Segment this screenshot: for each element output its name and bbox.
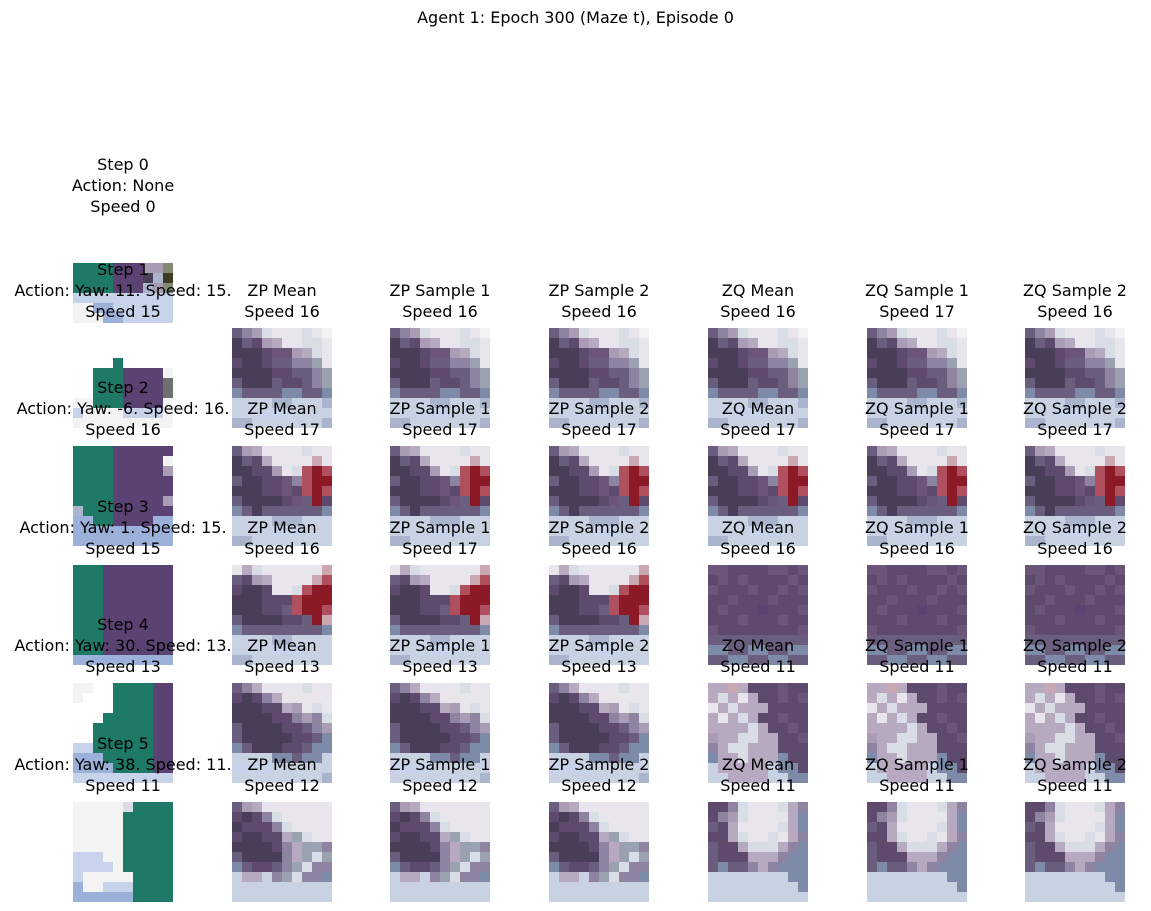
predicted-frame — [708, 328, 808, 428]
predicted-frame — [867, 328, 967, 428]
predicted-frame — [1025, 446, 1125, 546]
predicted-frame — [549, 565, 649, 665]
observation-frame — [73, 223, 173, 323]
predicted-frame — [708, 802, 808, 902]
observation-frame — [73, 446, 173, 546]
step-title-line: Action: None — [71, 176, 175, 195]
predicted-frame — [708, 683, 808, 783]
predicted-frame — [390, 683, 490, 783]
prediction-title: ZP Mean Speed 16 — [244, 280, 320, 322]
predicted-frame — [1025, 328, 1125, 428]
predicted-frame — [390, 446, 490, 546]
observation-frame — [73, 802, 173, 902]
predicted-frame — [549, 328, 649, 428]
prediction-title-line: Speed 16 — [402, 302, 478, 321]
step-title-line: Step 0 — [97, 155, 149, 174]
predicted-frame — [867, 446, 967, 546]
prediction-title: ZP Sample 2 Speed 16 — [549, 280, 650, 322]
prediction-title: ZQ Sample 2 Speed 16 — [1023, 280, 1127, 322]
step-title-line: Speed 0 — [90, 197, 156, 216]
observation-frame — [73, 565, 173, 665]
predicted-frame — [549, 446, 649, 546]
predicted-frame — [1025, 565, 1125, 665]
figure-title: Agent 1: Epoch 300 (Maze t), Episode 0 — [417, 8, 734, 27]
prediction-title-line: ZQ Sample 2 — [1023, 281, 1127, 300]
prediction-title: ZP Sample 1 Speed 16 — [390, 280, 491, 322]
predicted-frame — [232, 683, 332, 783]
prediction-title: ZQ Mean Speed 16 — [720, 280, 796, 322]
prediction-title-line: ZQ Mean — [721, 281, 795, 300]
prediction-title-line: Speed 16 — [1037, 302, 1113, 321]
observation-frame — [73, 683, 173, 783]
prediction-title-line: Speed 16 — [561, 302, 637, 321]
predicted-frame — [549, 802, 649, 902]
predicted-frame — [867, 565, 967, 665]
predicted-frame — [390, 565, 490, 665]
predicted-frame — [708, 565, 808, 665]
predicted-frame — [232, 565, 332, 665]
prediction-title-line: ZP Mean — [247, 281, 317, 300]
prediction-title: ZQ Sample 1 Speed 17 — [865, 280, 969, 322]
predicted-frame — [232, 802, 332, 902]
predicted-frame — [232, 446, 332, 546]
predicted-frame — [708, 446, 808, 546]
prediction-title-line: ZP Sample 2 — [548, 281, 650, 300]
prediction-title-line: ZP Sample 1 — [389, 281, 491, 300]
predicted-frame — [867, 802, 967, 902]
predicted-frame — [1025, 683, 1125, 783]
prediction-title-line: Speed 16 — [720, 302, 796, 321]
step-title: Step 0 Action: None Speed 0 — [72, 154, 174, 217]
predicted-frame — [390, 802, 490, 902]
observation-frame — [73, 328, 173, 428]
prediction-title-line: Speed 17 — [879, 302, 955, 321]
prediction-title-line: ZQ Sample 1 — [865, 281, 969, 300]
predicted-frame — [867, 683, 967, 783]
predicted-frame — [390, 328, 490, 428]
predicted-frame — [232, 328, 332, 428]
prediction-title-line: Speed 16 — [244, 302, 320, 321]
predicted-frame — [549, 683, 649, 783]
predicted-frame — [1025, 802, 1125, 902]
